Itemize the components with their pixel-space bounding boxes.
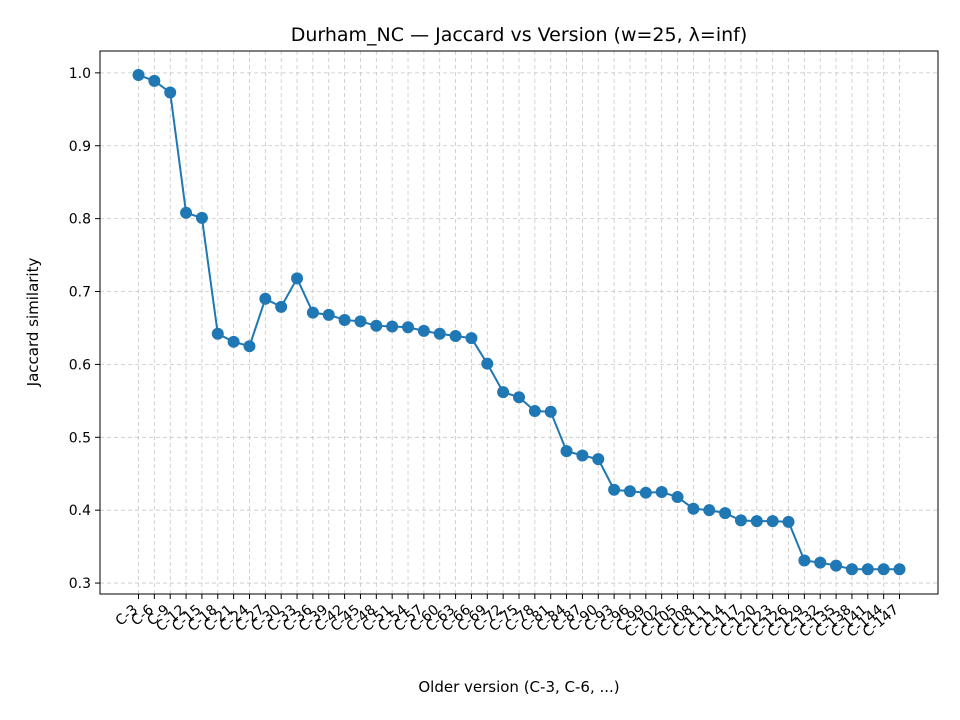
data-point: [132, 69, 145, 82]
x-axis-ticks: C-3C-6C-9C-12C-15C-18C-21C-24C-27C-30C-3…: [113, 594, 902, 641]
data-point: [560, 445, 573, 458]
data-point: [338, 313, 351, 326]
data-point: [861, 563, 874, 576]
data-point: [497, 386, 510, 399]
data-point: [195, 211, 208, 224]
data-point: [291, 272, 304, 285]
data-point: [259, 292, 272, 305]
data-point: [623, 485, 636, 498]
y-tick-label: 0.5: [69, 430, 91, 446]
data-point: [370, 319, 383, 332]
data-point: [433, 327, 446, 340]
data-point: [528, 405, 541, 418]
data-point: [830, 559, 843, 572]
grid: [100, 51, 938, 594]
data-point: [734, 514, 747, 527]
data-point: [465, 332, 478, 345]
data-point: [417, 324, 430, 337]
data-point: [148, 74, 161, 87]
data-point: [386, 320, 399, 333]
x-axis-label: Older version (C-3, C-6, ...): [418, 678, 619, 696]
data-point: [845, 563, 858, 576]
data-point: [354, 315, 367, 328]
data-point: [402, 321, 415, 334]
y-tick-label: 0.8: [69, 212, 91, 228]
data-point: [592, 453, 605, 466]
data-point: [306, 306, 319, 319]
data-point: [322, 308, 335, 321]
data-point: [893, 563, 906, 576]
data-point: [180, 206, 193, 219]
data-point: [481, 357, 494, 370]
chart-title: Durham_NC — Jaccard vs Version (w=25, λ=…: [291, 24, 748, 46]
y-axis-ticks: 0.3 0.4 0.5 0.6 0.7 0.8 0.9 1.0: [69, 66, 100, 592]
data-point: [750, 515, 763, 528]
data-point: [877, 563, 890, 576]
y-axis-label: Jaccard similarity: [24, 258, 42, 388]
y-tick-label: 0.9: [69, 139, 91, 155]
data-point: [687, 502, 700, 515]
data-point: [164, 86, 177, 99]
data-point: [671, 491, 684, 504]
y-tick-label: 0.6: [69, 357, 91, 373]
plot-frame: [99, 50, 939, 595]
data-point: [608, 483, 621, 496]
data-point: [513, 391, 525, 404]
y-tick-label: 1.0: [69, 66, 91, 82]
data-point: [211, 327, 224, 340]
y-tick-label: 0.7: [69, 285, 91, 301]
data-point: [703, 504, 716, 517]
data-point: [782, 515, 795, 528]
data-point: [766, 515, 779, 528]
series-layer: [132, 69, 906, 576]
data-point: [275, 300, 288, 313]
data-point: [655, 485, 668, 498]
y-tick-label: 0.3: [69, 576, 91, 592]
data-point: [719, 507, 732, 520]
data-point: [798, 554, 811, 567]
data-point: [544, 405, 557, 418]
data-point: [227, 335, 240, 348]
data-point: [639, 486, 652, 499]
y-tick-label: 0.4: [69, 503, 91, 519]
data-point: [243, 340, 256, 353]
data-point: [576, 449, 589, 462]
data-point: [449, 329, 462, 342]
data-point: [814, 556, 827, 569]
